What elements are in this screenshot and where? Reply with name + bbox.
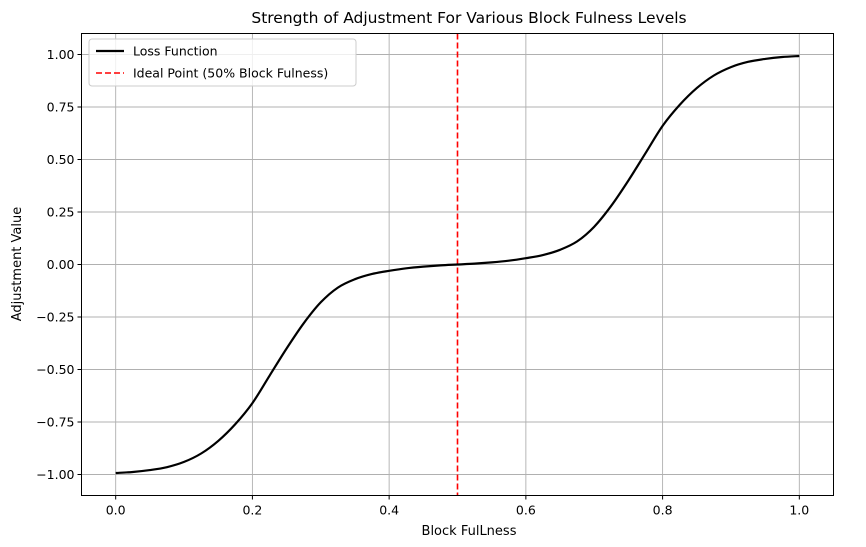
legend-label-ideal-point: Ideal Point (50% Block Fulness): [133, 66, 328, 81]
y-tick-label: 0.50: [47, 152, 75, 167]
loss-function-line: [115, 54, 800, 475]
series: [115, 54, 800, 475]
y-tick-label: 0.75: [47, 100, 75, 115]
y-tick-label: −0.75: [36, 415, 74, 430]
x-tick-label: 0.4: [379, 503, 399, 518]
y-axis-ticks: −1.00 −0.75 −0.50 −0.25 0.00 0.25 0.50 0.75 1.00: [36, 47, 82, 482]
x-tick-label: 0.6: [516, 503, 536, 518]
x-axis-label: Block FulLness: [422, 524, 517, 539]
chart-title: Strength of Adjustment For Various Block…: [251, 9, 686, 27]
y-tick-label: 1.00: [47, 47, 75, 62]
x-tick-label: 0.2: [242, 503, 262, 518]
y-tick-label: 0.25: [47, 205, 75, 220]
x-tick-label: 0.8: [653, 503, 673, 518]
y-tick-label: −1.00: [36, 467, 74, 482]
y-axis-label: Adjustment Value: [10, 207, 25, 321]
y-tick-label: −0.25: [36, 310, 74, 325]
y-tick-label: −0.50: [36, 362, 74, 377]
y-tick-label: 0.00: [47, 257, 75, 272]
x-tick-label: 1.0: [789, 503, 809, 518]
x-axis-ticks: 0.0 0.2 0.4 0.6 0.8 1.0: [106, 495, 809, 518]
legend-box: [88, 38, 357, 87]
x-tick-label: 0.0: [106, 503, 126, 518]
legend-label-loss-function: Loss Function: [133, 44, 218, 59]
legend: Loss Function Ideal Point (50% Block Ful…: [88, 38, 357, 87]
